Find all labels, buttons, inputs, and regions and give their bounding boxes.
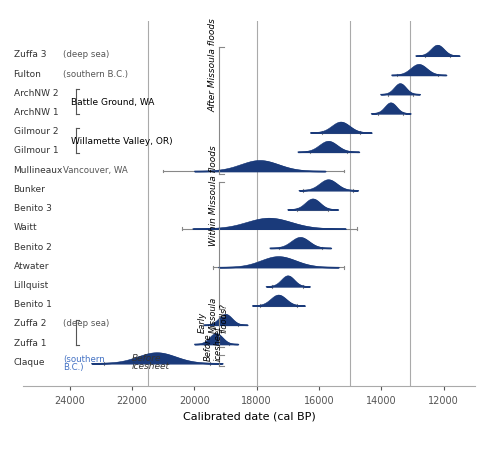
Text: Battle Ground, WA: Battle Ground, WA	[71, 98, 154, 107]
Text: (deep sea): (deep sea)	[63, 50, 110, 59]
Text: Fulton: Fulton	[14, 69, 41, 78]
Text: Early
Missoula
floods?: Early Missoula floods?	[198, 296, 228, 332]
Text: Zuffa 3: Zuffa 3	[14, 50, 46, 59]
Text: Before
icesheet: Before icesheet	[203, 325, 223, 361]
Text: Benito 1: Benito 1	[14, 300, 51, 308]
Text: After Missoula floods: After Missoula floods	[209, 17, 218, 112]
Text: Claque: Claque	[14, 357, 45, 366]
Text: ArchNW 2: ArchNW 2	[14, 89, 58, 98]
Text: Zuffa 1: Zuffa 1	[14, 338, 46, 347]
Text: Zuffa 2: Zuffa 2	[14, 319, 46, 328]
Text: (deep sea): (deep sea)	[63, 319, 110, 328]
Text: (southern: (southern	[63, 354, 105, 363]
Text: Lillquist: Lillquist	[14, 280, 49, 290]
Text: Waitt: Waitt	[14, 223, 37, 232]
Text: Within Missoula floods: Within Missoula floods	[209, 145, 218, 246]
Text: Bunker: Bunker	[14, 185, 46, 194]
Text: Benito 3: Benito 3	[14, 204, 51, 213]
Text: Vancouver, WA: Vancouver, WA	[63, 165, 128, 174]
Text: Before: Before	[132, 353, 162, 362]
Text: Mullineaux: Mullineaux	[14, 165, 63, 174]
Text: Willamette Valley, OR): Willamette Valley, OR)	[71, 137, 173, 146]
Text: Gilmour 2: Gilmour 2	[14, 127, 58, 136]
Text: Gilmour 1: Gilmour 1	[14, 146, 58, 155]
Text: Benito 2: Benito 2	[14, 242, 51, 251]
Text: B.C.): B.C.)	[63, 362, 84, 371]
Text: icesheet: icesheet	[132, 361, 170, 370]
Text: (southern B.C.): (southern B.C.)	[63, 69, 128, 78]
Text: Atwater: Atwater	[14, 261, 49, 270]
X-axis label: Calibrated date (cal BP): Calibrated date (cal BP)	[183, 411, 315, 421]
Text: ArchNW 1: ArchNW 1	[14, 108, 58, 117]
